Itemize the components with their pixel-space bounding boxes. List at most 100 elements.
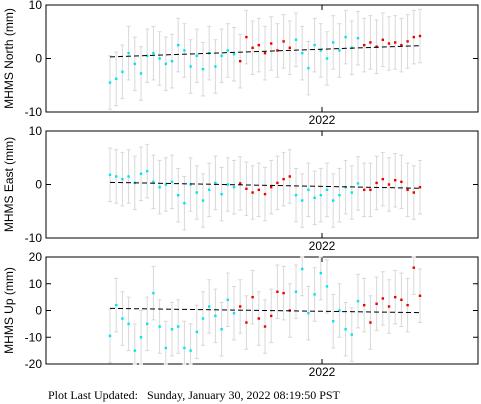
data-point — [245, 187, 248, 190]
data-point — [133, 349, 136, 352]
last-updated-label: Plot Last Updated: — [48, 388, 138, 402]
data-point — [288, 175, 291, 178]
data-point — [214, 181, 217, 185]
data-point — [325, 285, 329, 288]
data-point — [375, 45, 378, 48]
data-point — [177, 194, 180, 197]
data-point — [412, 191, 415, 194]
data-point — [245, 321, 248, 324]
data-point — [170, 328, 174, 331]
y-tick-label: -10 — [25, 105, 43, 119]
trend-line — [109, 45, 421, 58]
data-point — [251, 191, 254, 194]
data-point — [325, 188, 329, 192]
data-point — [152, 180, 155, 184]
x-tick-label: 2022 — [309, 239, 336, 253]
data-point — [251, 295, 254, 299]
data-point — [356, 182, 360, 185]
data-point — [338, 309, 341, 312]
data-point — [201, 68, 205, 71]
y-axis-label: MHMS North (mm) — [2, 8, 16, 109]
panel-2: -10 0 10 2022 MHMS East (mm) — [2, 124, 479, 253]
data-point — [115, 77, 118, 81]
data-point — [332, 199, 335, 202]
y-tick-label: 0 — [35, 178, 42, 192]
data-point — [208, 188, 211, 192]
data-point — [220, 192, 223, 196]
data-point — [406, 188, 409, 192]
data-point — [381, 38, 384, 41]
data-point — [257, 43, 260, 47]
data-point — [183, 346, 186, 350]
data-point — [282, 40, 285, 43]
data-point — [394, 41, 397, 44]
data-point — [226, 298, 229, 301]
data-point — [239, 59, 242, 63]
last-updated-timestamp: Sunday, January 30, 2022 08:19:50 PST — [147, 388, 340, 402]
data-point — [189, 349, 192, 352]
data-point — [232, 311, 236, 315]
data-point — [170, 180, 174, 184]
data-point — [418, 34, 422, 38]
data-point — [139, 336, 143, 339]
data-point — [406, 40, 409, 43]
data-point — [201, 199, 205, 202]
data-point — [183, 49, 186, 52]
data-point — [108, 173, 112, 177]
data-point — [418, 294, 422, 297]
data-point — [226, 49, 229, 52]
data-point — [282, 291, 285, 295]
data-point — [251, 46, 254, 49]
data-point — [121, 177, 124, 181]
data-point — [263, 51, 267, 55]
data-point — [313, 196, 316, 200]
data-point — [338, 194, 341, 197]
data-point — [220, 54, 223, 58]
data-point — [387, 183, 391, 186]
data-point — [189, 65, 192, 68]
data-point — [232, 185, 236, 189]
data-point — [307, 66, 310, 70]
data-point — [319, 49, 322, 52]
data-point — [301, 51, 304, 55]
data-point — [350, 333, 353, 336]
data-point — [394, 295, 397, 299]
data-point — [201, 317, 205, 320]
plot-frame — [45, 4, 479, 113]
data-point — [195, 330, 198, 334]
data-point — [226, 183, 229, 186]
data-point — [375, 181, 378, 185]
data-point — [307, 188, 310, 192]
y-tick-label: 10 — [29, 124, 43, 138]
data-point — [239, 305, 242, 308]
data-point — [356, 36, 360, 40]
data-point — [418, 185, 422, 189]
data-point — [282, 177, 285, 181]
data-point — [220, 328, 223, 331]
data-point — [276, 181, 279, 185]
data-point — [263, 325, 267, 328]
data-point — [121, 70, 124, 74]
data-point — [263, 192, 267, 196]
data-point — [363, 303, 366, 307]
data-point — [270, 185, 273, 189]
data-point — [133, 62, 136, 66]
data-point — [294, 194, 298, 197]
data-point — [177, 325, 180, 328]
data-point — [369, 321, 372, 324]
trend-line — [109, 181, 421, 189]
data-point — [412, 266, 415, 269]
data-point — [158, 57, 161, 60]
data-point — [183, 202, 186, 205]
data-point — [214, 65, 217, 68]
data-point — [294, 290, 298, 293]
x-tick-label: 2022 — [309, 113, 336, 127]
data-point — [146, 54, 149, 58]
x-tick-label: 2022 — [309, 365, 336, 379]
data-point — [313, 293, 316, 296]
data-point — [108, 81, 112, 84]
data-point — [313, 43, 316, 47]
data-point — [406, 303, 409, 307]
data-point — [158, 185, 161, 189]
